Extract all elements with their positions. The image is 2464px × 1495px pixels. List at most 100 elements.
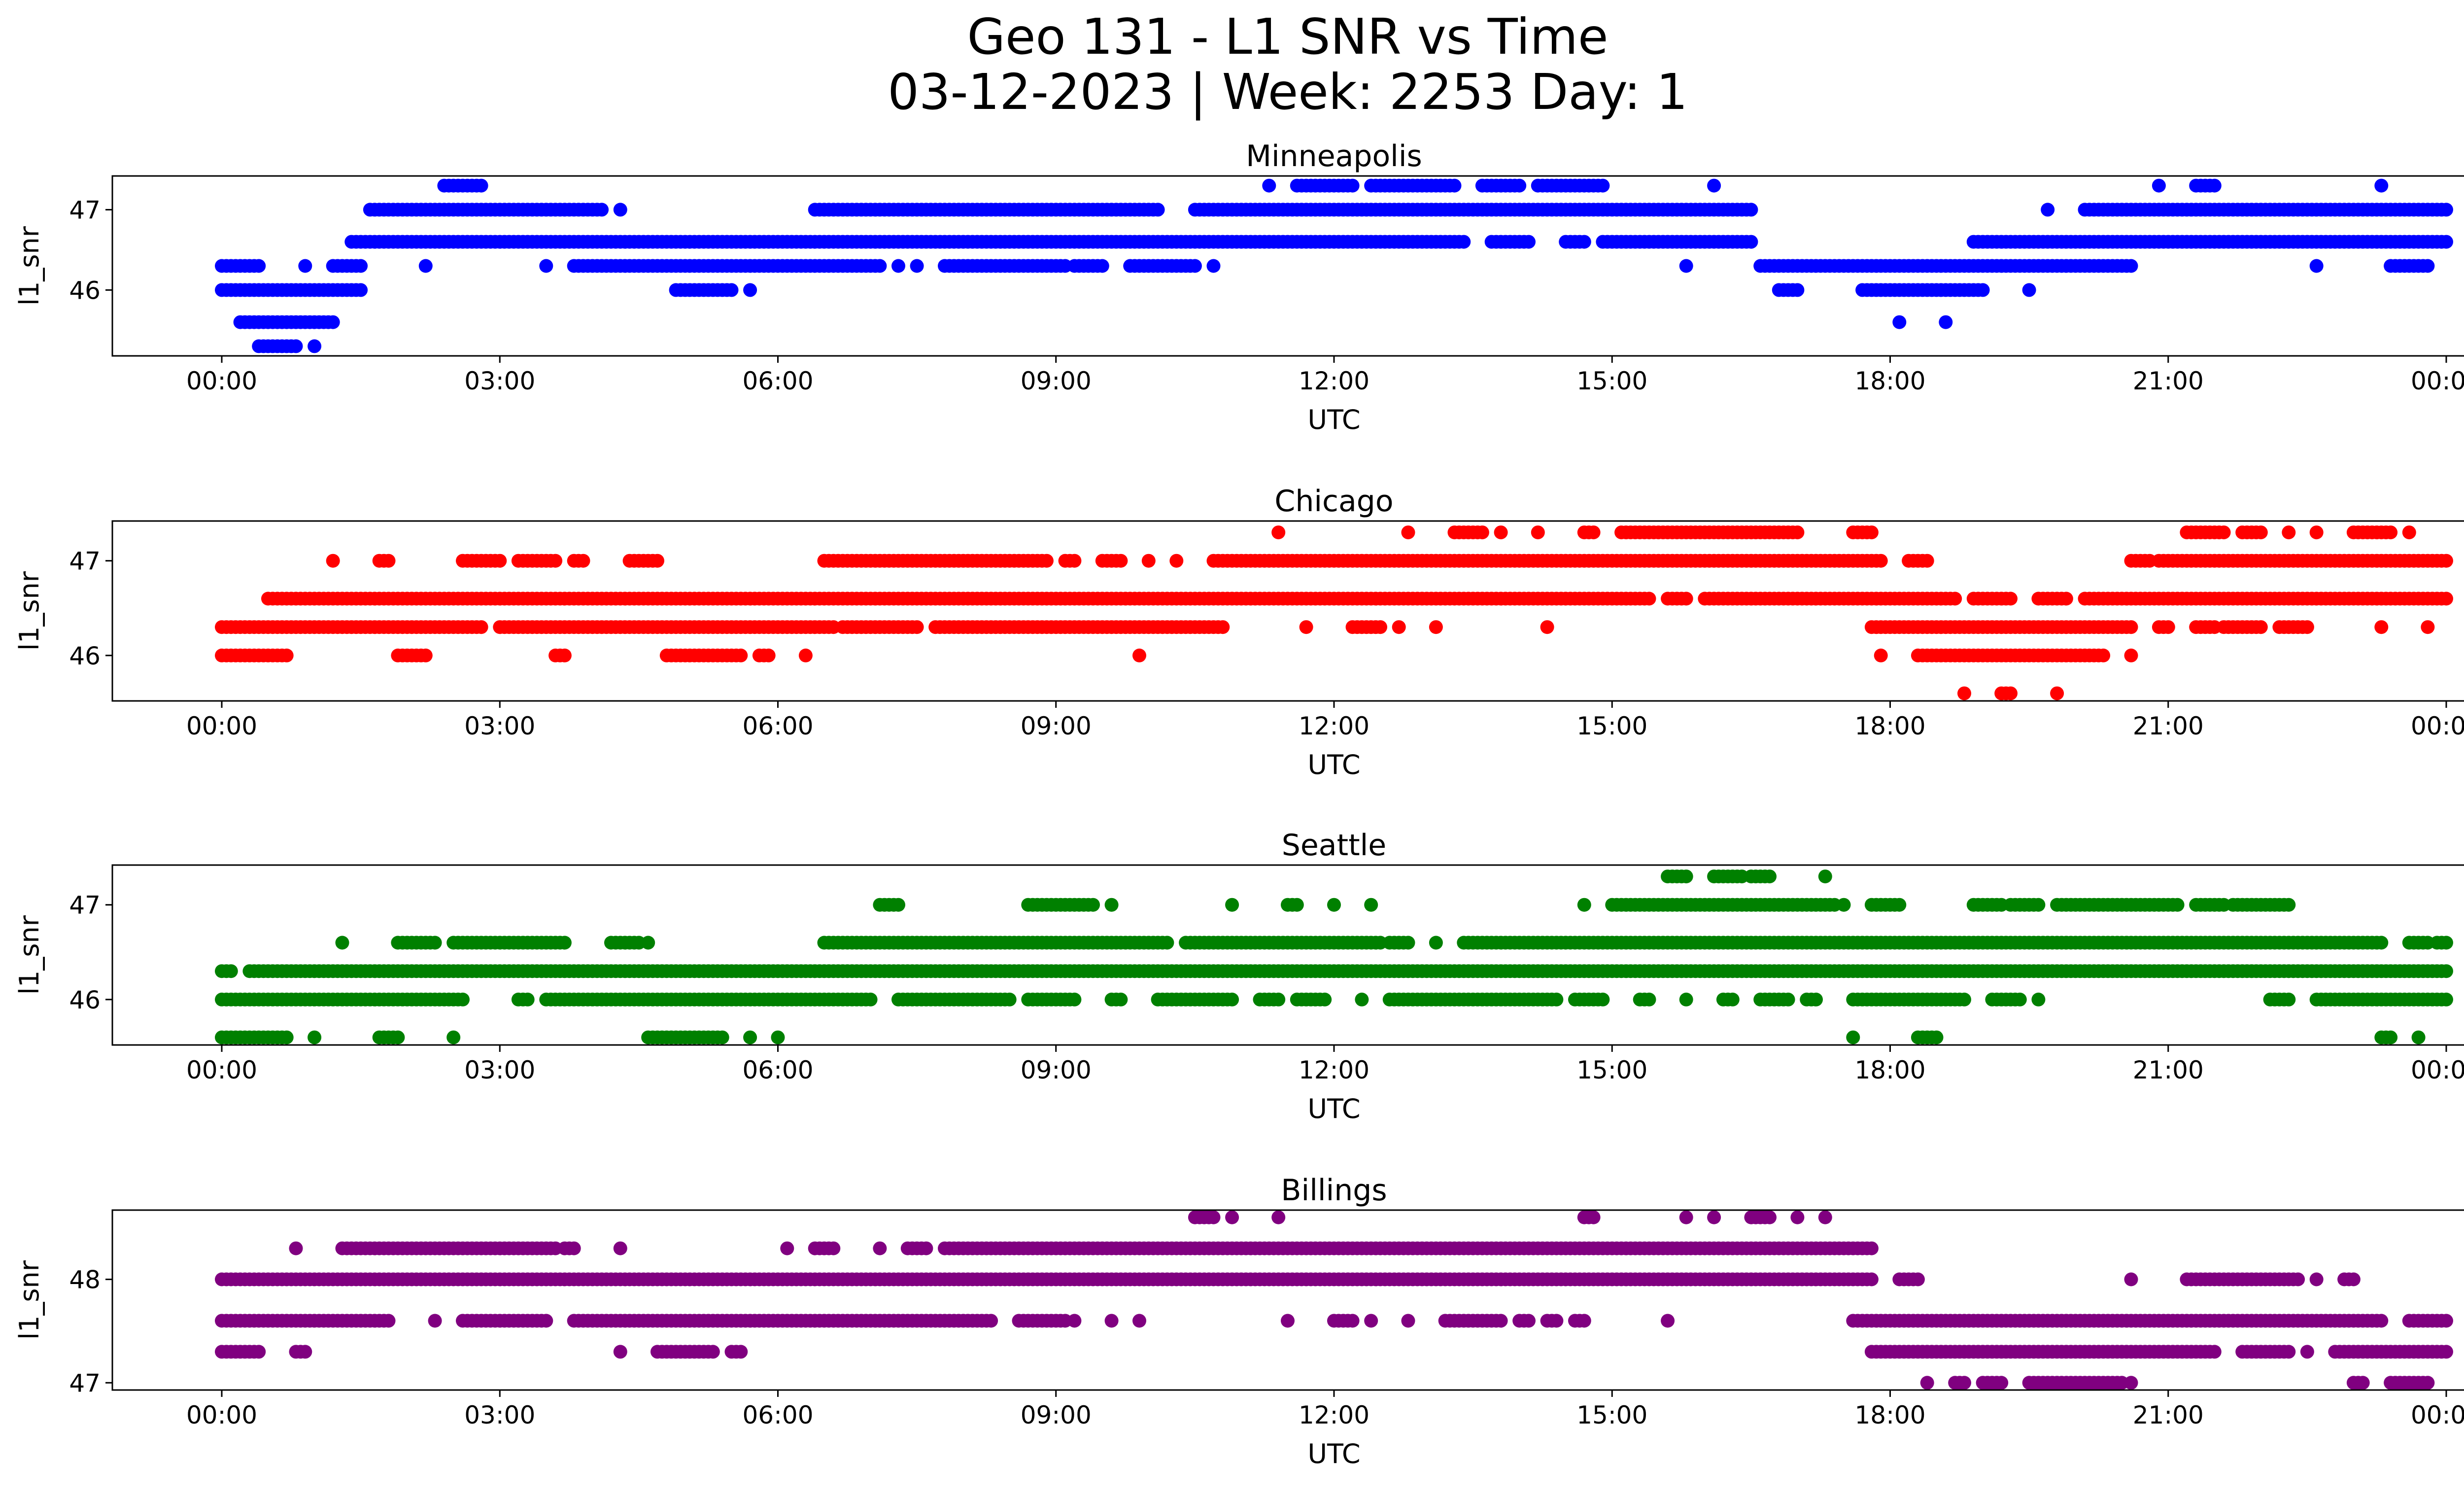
data-point [1364,1314,1378,1328]
data-point [1679,591,1693,606]
data-point [1549,1314,1564,1328]
x-tick-label: 18:00 [1854,1056,1925,1084]
data-point [308,339,322,353]
data-point [252,1345,266,1359]
data-point [1957,686,1971,700]
data-point [2124,620,2138,634]
x-axis-label: UTC [1307,1093,1360,1124]
y-tick-label: 47 [69,547,101,576]
x-tick-label: 03:00 [464,367,535,395]
data-point [706,1345,720,1359]
data-point [557,648,572,662]
data-point [2300,1345,2314,1359]
data-point [1744,203,1758,217]
y-axis-label: l1_snr [14,915,45,995]
data-point [2309,1272,2324,1286]
data-point [2254,525,2268,540]
data-point [1095,259,1109,273]
data-point [2402,525,2416,540]
data-point [1169,554,1184,568]
data-point [1262,178,1276,193]
data-point [418,648,433,662]
subplot-title: Minneapolis [1246,139,1422,174]
data-point [1401,1314,1415,1328]
data-point [1540,620,1554,634]
data-point [2384,525,2398,540]
data-point [1104,898,1119,912]
data-point [1373,620,1387,634]
data-point [2309,525,2324,540]
data-point [1429,620,1443,634]
data-point [446,1030,461,1044]
data-point [873,259,887,273]
data-point [2217,525,2231,540]
data-point [919,1241,933,1255]
x-tick-label: 00:00 [2411,1056,2464,1084]
data-point [826,1241,841,1255]
data-point [474,178,488,193]
data-point [539,1314,553,1328]
data-point [891,898,905,912]
data-point [298,259,312,273]
data-point [576,554,590,568]
data-point [1206,259,1221,273]
x-tick-label: 03:00 [464,712,535,740]
data-point [1281,1314,1295,1328]
data-point [1744,235,1758,249]
data-point [2031,898,2046,912]
data-point [354,259,368,273]
data-point [418,259,433,273]
data-point [2439,1314,2453,1328]
data-point [2050,686,2064,700]
data-point [2124,648,2138,662]
data-point [1707,178,1721,193]
data-point [1596,178,1610,193]
data-point [2096,648,2111,662]
data-point [1345,1314,1360,1328]
data-points [215,869,2453,1044]
data-point [2022,283,2036,297]
data-point [1948,591,1962,606]
data-point [224,964,238,978]
data-point [2439,203,2453,217]
x-tick-label: 00:00 [186,1056,257,1084]
data-point [1874,648,1888,662]
data-point [1188,259,1202,273]
data-point [2152,178,2166,193]
data-points [215,1210,2453,1390]
data-point [1429,936,1443,950]
data-points [215,178,2453,353]
axes-frame [111,520,2464,702]
data-point [298,1345,312,1359]
y-axis-label: l1_snr [14,226,45,306]
x-tick-label: 00:00 [186,367,257,395]
data-point [743,283,757,297]
data-point [1141,554,1156,568]
data-point [613,1345,627,1359]
data-point [910,259,924,273]
data-point [2374,620,2389,634]
data-point [1781,992,1795,1007]
data-point [1957,1376,1971,1390]
data-point [724,283,739,297]
data-point [381,554,396,568]
data-point [2439,554,2453,568]
data-point [2282,525,2296,540]
data-point [2309,259,2324,273]
data-point [891,259,905,273]
data-point [428,936,442,950]
subplot-title: Chicago [1274,484,1393,519]
data-point [1067,992,1082,1007]
data-point [1225,898,1239,912]
data-point [650,554,664,568]
data-point [734,648,748,662]
data-point [1457,235,1471,249]
subplot-title: Seattle [1282,828,1386,863]
data-point [1596,992,1610,1007]
data-point [493,554,507,568]
x-tick-label: 12:00 [1299,367,1369,395]
data-point [456,992,470,1007]
axes-frame [111,864,2464,1046]
